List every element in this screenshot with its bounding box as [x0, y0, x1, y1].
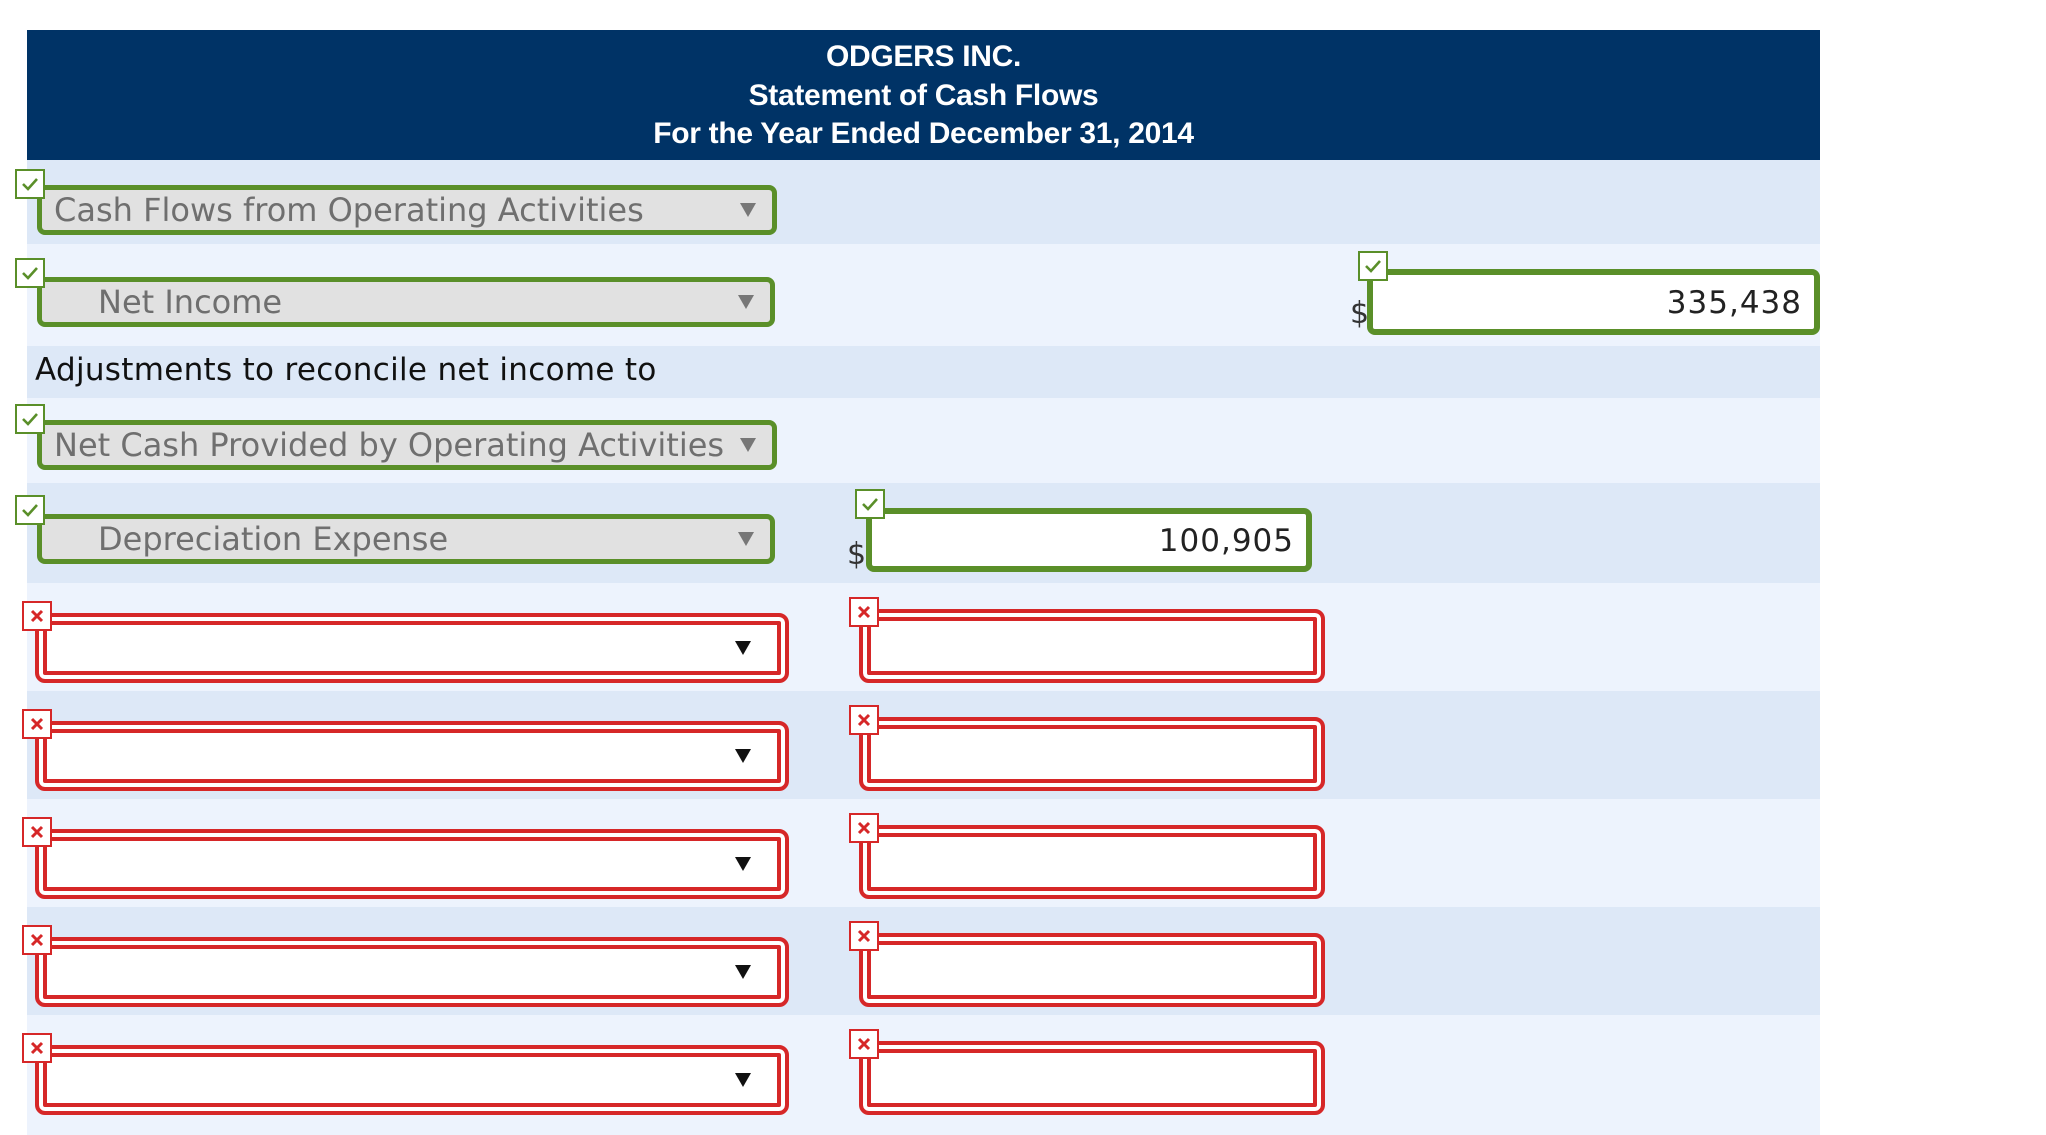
check-icon	[855, 489, 885, 519]
blank-amount-input[interactable]	[859, 933, 1325, 1007]
blank-amount-input[interactable]	[859, 1041, 1325, 1115]
activity-section-dropdown[interactable]: Cash Flows from Operating Activities	[37, 185, 777, 235]
x-icon	[22, 709, 52, 739]
row-blank-1	[22, 583, 1820, 691]
blank-amount-input[interactable]	[859, 609, 1325, 683]
blank-amount-input[interactable]	[859, 825, 1325, 899]
chevron-down-icon	[740, 438, 756, 452]
chevron-down-icon	[735, 641, 751, 655]
x-icon	[849, 921, 879, 951]
chevron-down-icon	[738, 295, 754, 309]
x-icon	[22, 925, 52, 955]
dropdown-selected-value: Depreciation Expense	[98, 520, 449, 558]
chevron-down-icon	[738, 532, 754, 546]
statement-period: For the Year Ended December 31, 2014	[653, 117, 1194, 150]
net-income-amount-input[interactable]: 335,438	[1367, 269, 1820, 335]
net-income-dropdown[interactable]: Net Income	[37, 277, 775, 327]
company-name: ODGERS INC.	[825, 40, 1022, 73]
check-icon	[15, 495, 45, 525]
depreciation-amount-input[interactable]: 100,905	[866, 508, 1312, 572]
check-icon	[1358, 251, 1388, 281]
chevron-down-icon	[735, 1073, 751, 1087]
chevron-down-icon	[735, 857, 751, 871]
dropdown-selected-value: Cash Flows from Operating Activities	[54, 191, 644, 229]
check-icon	[15, 169, 45, 199]
chevron-down-icon	[735, 965, 751, 979]
row-depreciation: Depreciation Expense $ 100,905	[15, 483, 1820, 583]
blank-account-dropdown[interactable]	[35, 613, 789, 683]
blank-account-dropdown[interactable]	[35, 937, 789, 1007]
row-adjustments-label: Adjustments to reconcile net income to	[27, 346, 1820, 398]
adjustments-label: Adjustments to reconcile net income to	[35, 352, 657, 388]
statement-header: ODGERS INC. Statement of Cash Flows For …	[27, 30, 1820, 160]
row-operating-heading: Cash Flows from Operating Activities	[15, 160, 1820, 244]
chevron-down-icon	[740, 203, 756, 217]
row-blank-4	[22, 907, 1820, 1015]
x-icon	[22, 1033, 52, 1063]
blank-account-dropdown[interactable]	[35, 829, 789, 899]
currency-symbol: $	[1350, 296, 1370, 331]
x-icon	[849, 705, 879, 735]
net-cash-dropdown[interactable]: Net Cash Provided by Operating Activitie…	[37, 420, 777, 470]
row-blank-2	[22, 691, 1820, 799]
blank-account-dropdown[interactable]	[35, 1045, 789, 1115]
row-net-income: Net Income $ 335,438	[15, 244, 1820, 346]
row-blank-5	[22, 1015, 1820, 1135]
chevron-down-icon	[735, 749, 751, 763]
row-net-cash-label: Net Cash Provided by Operating Activitie…	[15, 398, 1820, 483]
row-blank-3	[22, 799, 1820, 907]
cash-flow-statement: ODGERS INC. Statement of Cash Flows For …	[15, 30, 1820, 1135]
dropdown-selected-value: Net Income	[98, 283, 283, 321]
dropdown-selected-value: Net Cash Provided by Operating Activitie…	[54, 426, 725, 464]
currency-symbol: $	[847, 537, 867, 572]
depreciation-dropdown[interactable]: Depreciation Expense	[37, 514, 775, 564]
x-icon	[849, 1029, 879, 1059]
x-icon	[22, 817, 52, 847]
x-icon	[849, 813, 879, 843]
blank-amount-input[interactable]	[859, 717, 1325, 791]
x-icon	[22, 601, 52, 631]
blank-account-dropdown[interactable]	[35, 721, 789, 791]
check-icon	[15, 258, 45, 288]
x-icon	[849, 597, 879, 627]
check-icon	[15, 404, 45, 434]
statement-title: Statement of Cash Flows	[748, 78, 1099, 112]
